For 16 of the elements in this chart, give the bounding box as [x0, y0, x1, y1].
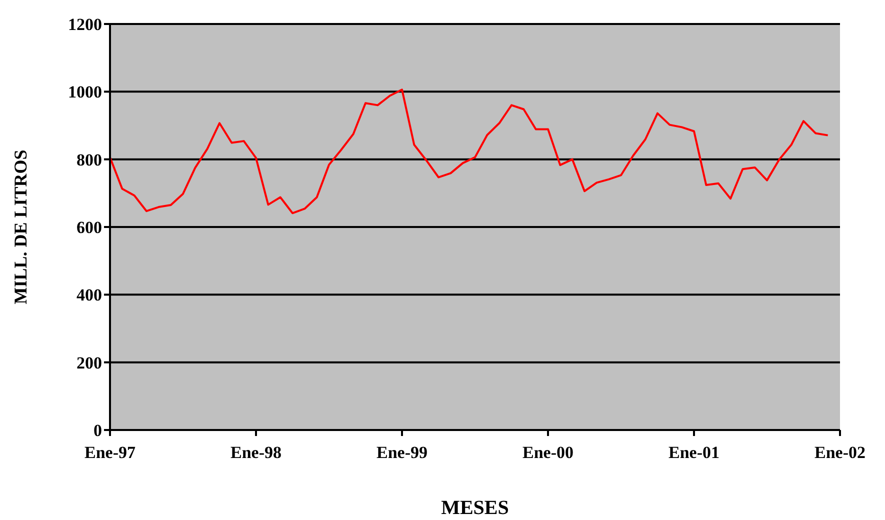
line-series	[110, 88, 829, 214]
y-tick-label: 1200	[68, 15, 102, 34]
y-tick-label: 1000	[68, 82, 102, 102]
x-tick-label: Ene-98	[230, 443, 282, 462]
y-tick-label: 0	[94, 421, 102, 440]
y-axis-title: MILL. DE LITROS	[10, 150, 30, 304]
x-tick-label: Ene-97	[84, 443, 136, 462]
y-tick-label: 400	[76, 286, 102, 305]
x-tick-label: Ene-01	[668, 443, 720, 462]
x-tick-label: Ene-02	[814, 443, 866, 462]
x-tick-label: Ene-99	[376, 443, 428, 462]
y-tick-label: 800	[76, 150, 102, 170]
y-tick-label: 600	[76, 218, 102, 238]
x-tick-label: Ene-00	[522, 443, 574, 462]
y-tick-label: 200	[76, 353, 102, 372]
x-axis-title: MESES	[441, 497, 509, 519]
